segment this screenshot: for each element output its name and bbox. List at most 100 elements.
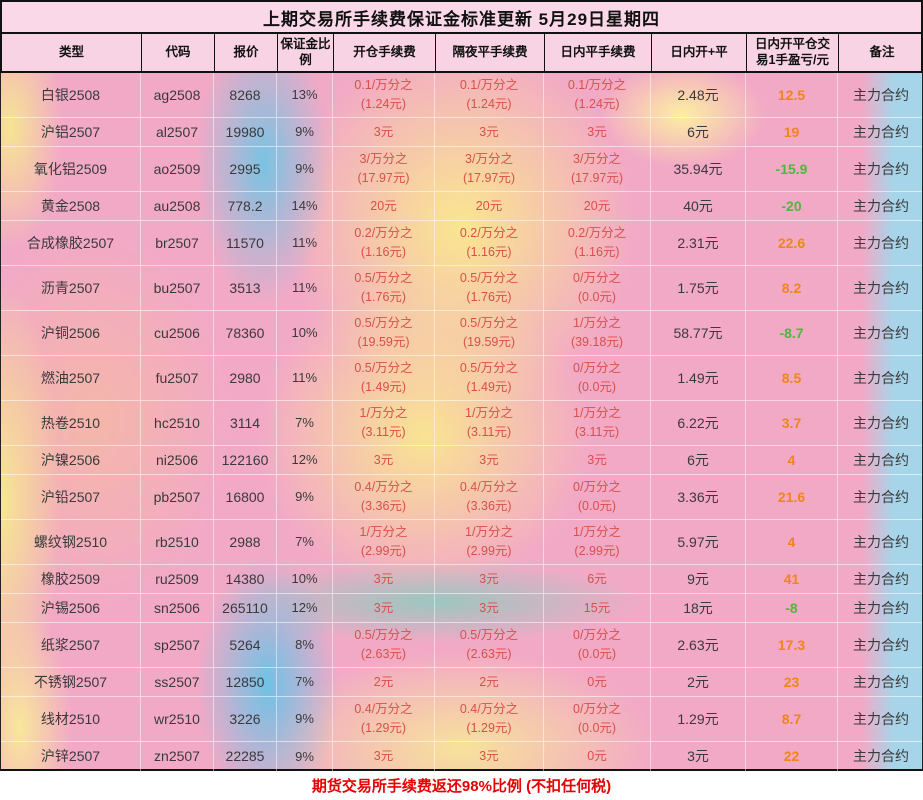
overnight-close-fee: 0.4/万分之 (1.29元) [435,697,544,741]
open-fee: 0.4/万分之 (3.36元) [333,475,435,519]
open-fee: 3元 [333,565,435,593]
overnight-close-fee: 0.5/万分之 (19.59元) [435,311,544,355]
column-header-5: 隔夜平手续费 [436,34,545,71]
table-row: 燃油2507 fu2507 2980 11% 0.5/万分之 (1.49元) 0.… [1,356,922,401]
intraday-close-fee: 0/万分之 (0.0元) [544,266,651,310]
note: 主力合约 [853,324,909,341]
note: 主力合约 [853,710,909,727]
contract-code: ao2509 [141,147,214,191]
note: 主力合约 [853,197,909,214]
pnl-value: 22.6 [746,221,838,265]
intraday-close-fee: 15元 [544,594,651,622]
overnight-close-fee: 1/万分之 (2.99元) [435,520,544,564]
intraday-close-fee: 0/万分之 (0.0元) [544,623,651,667]
margin-ratio: 9% [277,697,333,741]
table-row: 沪铜2506 cu2506 78360 10% 0.5/万分之 (19.59元) … [1,311,922,356]
contract-type: 纸浆2507 [1,623,141,667]
price: 3114 [214,401,277,445]
table-row: 沪铝2507 al2507 19980 9% 3元 3元 3元 6元 19 主力… [1,118,922,147]
contract-type: 线材2510 [1,697,141,741]
pnl-value: 8.5 [746,356,838,400]
intraday-open-close-total: 3元 [651,742,746,771]
pnl-value: 17.3 [746,623,838,667]
overnight-close-fee: 0.2/万分之 (1.16元) [435,221,544,265]
contract-type: 沪铜2506 [1,311,141,355]
intraday-open-close-total: 1.75元 [651,266,746,310]
table-row: 纸浆2507 sp2507 5264 8% 0.5/万分之 (2.63元) 0.5… [1,623,922,668]
contract-code: sn2506 [141,594,214,622]
note: 主力合约 [853,488,909,505]
open-fee: 3元 [333,594,435,622]
intraday-open-close-total: 3.36元 [651,475,746,519]
note: 主力合约 [853,748,909,765]
margin-ratio: 14% [277,192,333,220]
open-fee: 0.1/万分之 (1.24元) [333,73,435,117]
contract-code: al2507 [141,118,214,146]
open-fee: 1/万分之 (3.11元) [333,401,435,445]
note: 主力合约 [853,636,909,653]
contract-type: 不锈钢2507 [1,668,141,696]
contract-code: zn2507 [141,742,214,771]
note: 主力合约 [853,599,909,616]
pnl-value: 21.6 [746,475,838,519]
intraday-close-fee: 1/万分之 (2.99元) [544,520,651,564]
table-body: 白银2508 ag2508 8268 13% 0.1/万分之 (1.24元) 0.… [0,73,923,771]
intraday-open-close-total: 58.77元 [651,311,746,355]
table-row: 不锈钢2507 ss2507 12850 7% 2元 2元 0元 2元 23 主… [1,668,922,697]
intraday-close-fee: 3元 [544,118,651,146]
intraday-open-close-total: 1.29元 [651,697,746,741]
column-header-0: 类型 [2,34,142,71]
margin-ratio: 9% [277,147,333,191]
price: 8268 [214,73,277,117]
pnl-value: -15.9 [746,147,838,191]
contract-type: 沪锌2507 [1,742,141,771]
note: 主力合约 [853,86,909,103]
overnight-close-fee: 3元 [435,742,544,771]
margin-ratio: 10% [277,565,333,593]
contract-type: 合成橡胶2507 [1,221,141,265]
intraday-open-close-total: 1.49元 [651,356,746,400]
pnl-value: -8 [746,594,838,622]
intraday-open-close-total: 40元 [651,192,746,220]
contract-type: 沪镍2506 [1,446,141,474]
column-header-7: 日内开+平 [652,34,747,71]
column-header-4: 开仓手续费 [334,34,436,71]
contract-code: fu2507 [141,356,214,400]
overnight-close-fee: 0.5/万分之 (1.49元) [435,356,544,400]
table-row: 橡胶2509 ru2509 14380 10% 3元 3元 6元 9元 41 主… [1,565,922,594]
pnl-value: 3.7 [746,401,838,445]
contract-code: rb2510 [141,520,214,564]
contract-code: ag2508 [141,73,214,117]
footer-note: 期货交易所手续费返还98%比例 (不扣任何税) [0,771,923,800]
price: 16800 [214,475,277,519]
intraday-close-fee: 6元 [544,565,651,593]
margin-ratio: 7% [277,401,333,445]
pnl-value: 4 [746,520,838,564]
price: 14380 [214,565,277,593]
overnight-close-fee: 1/万分之 (3.11元) [435,401,544,445]
price: 3226 [214,697,277,741]
intraday-open-close-total: 2.31元 [651,221,746,265]
margin-ratio: 7% [277,520,333,564]
column-header-2: 报价 [215,34,278,71]
margin-ratio: 12% [277,446,333,474]
open-fee: 3元 [333,742,435,771]
intraday-open-close-total: 18元 [651,594,746,622]
intraday-close-fee: 0/万分之 (0.0元) [544,356,651,400]
price: 3513 [214,266,277,310]
column-header-6: 日内平手续费 [545,34,652,71]
overnight-close-fee: 3元 [435,446,544,474]
intraday-close-fee: 0/万分之 (0.0元) [544,475,651,519]
margin-ratio: 9% [277,118,333,146]
open-fee: 0.4/万分之 (1.29元) [333,697,435,741]
price: 19980 [214,118,277,146]
table-row: 沪锌2507 zn2507 22285 9% 3元 3元 0元 3元 22 主力… [1,742,922,771]
intraday-open-close-total: 6元 [651,446,746,474]
table-row: 沪镍2506 ni2506 122160 12% 3元 3元 3元 6元 4 主… [1,446,922,475]
intraday-close-fee: 20元 [544,192,651,220]
contract-type: 白银2508 [1,73,141,117]
price: 22285 [214,742,277,771]
overnight-close-fee: 2元 [435,668,544,696]
note: 主力合约 [853,234,909,251]
